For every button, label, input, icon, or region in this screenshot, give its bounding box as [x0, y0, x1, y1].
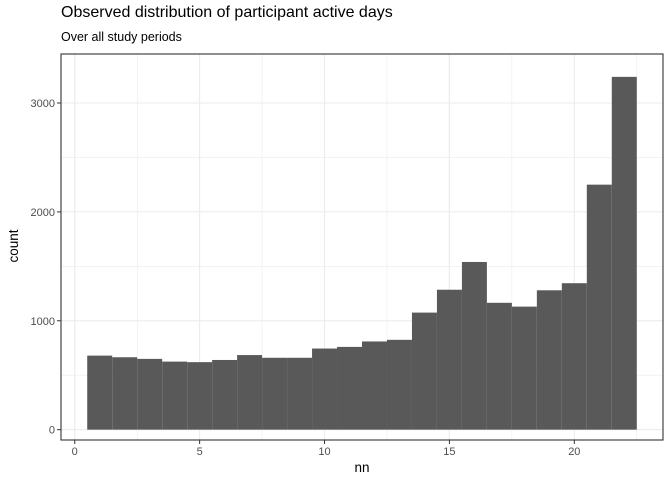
y-axis-title: count — [6, 229, 21, 262]
histogram-bar — [237, 355, 263, 430]
y-axis: 0 1000 2000 3000 — [31, 98, 61, 437]
histogram-bar — [162, 361, 188, 430]
histogram-bar — [461, 261, 487, 430]
histogram-bar — [436, 289, 462, 430]
x-tick-label: 10 — [318, 446, 330, 458]
x-tick-label: 20 — [568, 446, 580, 458]
x-tick-label: 0 — [72, 446, 78, 458]
histogram-bar — [386, 339, 412, 430]
histogram-bar — [337, 346, 362, 430]
histogram-bar — [486, 302, 512, 430]
histogram-bar — [362, 341, 387, 430]
histogram-bars — [87, 76, 637, 430]
histogram-bar — [561, 283, 587, 430]
histogram-bar — [137, 358, 163, 430]
histogram-bar — [411, 312, 437, 430]
histogram-bar — [611, 76, 637, 430]
y-tick-label: 0 — [49, 425, 55, 437]
y-tick-label: 1000 — [31, 316, 55, 328]
x-axis: 0 5 10 15 20 — [72, 440, 580, 458]
histogram-bar — [511, 306, 537, 430]
y-tick-label: 3000 — [31, 98, 55, 110]
x-axis-title: nn — [354, 460, 369, 475]
panel-border — [60, 53, 664, 441]
histogram-bar — [536, 290, 562, 430]
histogram-bar — [187, 362, 213, 430]
histogram-bar — [87, 355, 113, 430]
chart-subtitle: Over all study periods — [61, 30, 182, 44]
histogram-bar — [262, 357, 288, 430]
histogram-bar — [112, 357, 138, 430]
histogram-bar — [586, 184, 612, 430]
histogram-bar — [312, 348, 338, 430]
y-tick-label: 2000 — [31, 207, 55, 219]
x-tick-label: 5 — [197, 446, 203, 458]
x-tick-label: 15 — [443, 446, 455, 458]
histogram-bar — [287, 357, 313, 430]
histogram-bar — [212, 359, 238, 430]
chart-title: Observed distribution of participant act… — [61, 4, 393, 21]
